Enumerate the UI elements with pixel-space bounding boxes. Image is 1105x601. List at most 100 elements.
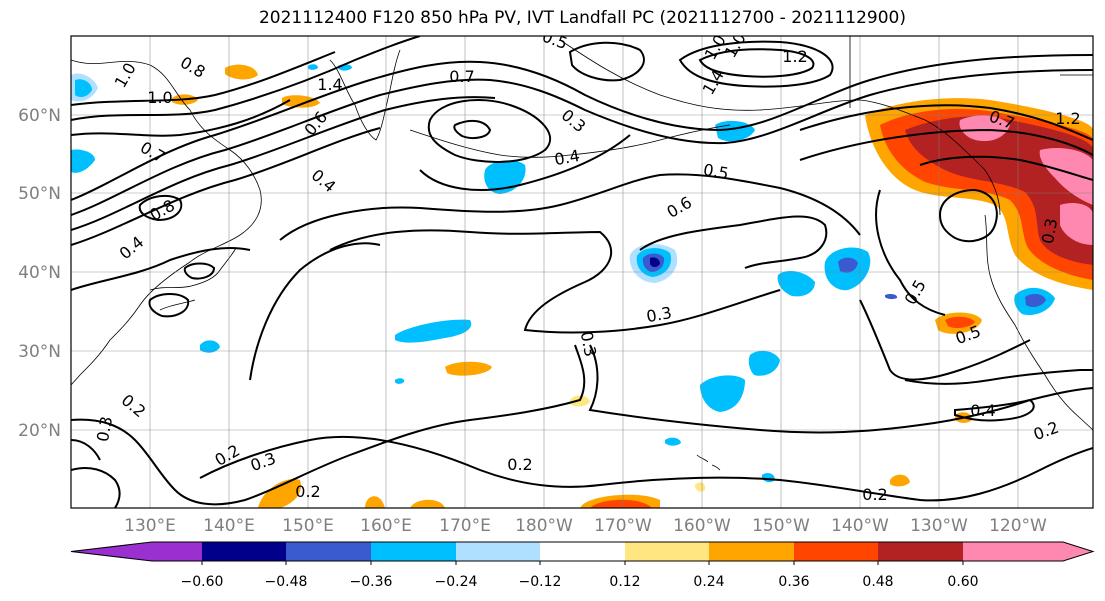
- colorbar-tick-labels: −0.60 −0.48 −0.36 −0.24 −0.12 0.12 0.24 0.36 0.4…: [181, 561, 979, 590]
- shaded-anomaly-layer: [71, 64, 1093, 508]
- negative-anomaly-region: [748, 350, 780, 376]
- asia-coastline: [71, 59, 262, 386]
- colorbar-tick-label: −0.36: [350, 574, 393, 590]
- pv-contour: [799, 104, 1093, 141]
- negative-anomaly-region: [665, 437, 681, 446]
- contour-label-text: 1.4: [317, 75, 342, 94]
- contour-label-text: 1.0: [147, 88, 172, 107]
- contour-label: 0.2: [862, 485, 887, 504]
- pv-contour: [698, 48, 815, 78]
- pv-contour: [71, 439, 101, 461]
- contour-label-text: 0.4: [553, 146, 581, 169]
- pv-contour: [71, 467, 121, 508]
- pv-contour: [71, 51, 336, 106]
- pv-contour: [859, 299, 1031, 381]
- longitude-tick-label: 150°E: [282, 516, 334, 536]
- negative-anomaly-region: [777, 270, 815, 297]
- contour-label: 1.2: [782, 47, 807, 66]
- negative-anomaly-region: [885, 294, 898, 300]
- contour-label: 0.7: [449, 67, 474, 86]
- latitude-tick-label: 40°N: [18, 263, 61, 283]
- contour-label-text: 0.2: [295, 482, 320, 501]
- colorbar-tick-label: 0.12: [609, 574, 640, 590]
- pv-contour: [904, 369, 1093, 385]
- coastline-layer: [71, 36, 1093, 471]
- negative-anomaly-region: [71, 149, 95, 173]
- colorbar-swatch: [625, 542, 709, 561]
- contour-label-text: 0.7: [449, 67, 474, 86]
- colorbar-swatch: [709, 542, 794, 561]
- longitude-tick-label: 160°E: [360, 516, 412, 536]
- latitude-tick-label: 60°N: [18, 106, 61, 126]
- contour-label-text: 0.3: [577, 330, 600, 358]
- contour-label: 0.4: [970, 401, 995, 420]
- pv-contour: [639, 215, 828, 269]
- contour-label-text: 1.2: [1055, 109, 1080, 128]
- latitude-tick-label: 50°N: [18, 184, 61, 204]
- pv-contour: [71, 127, 381, 246]
- positive-anomaly-region: [410, 499, 445, 508]
- contour-label: 0.3: [1038, 217, 1061, 245]
- colorbar-swatch: [878, 542, 963, 561]
- contour-label-text: 0.4: [970, 401, 995, 420]
- colorbar-swatch: [456, 542, 540, 561]
- colorbar-swatch: [963, 542, 1093, 561]
- pv-contour: [249, 242, 381, 381]
- pv-contour-layer: [71, 36, 1093, 508]
- contour-label: 0.3: [577, 330, 600, 358]
- longitude-tick-label: 170°W: [594, 516, 652, 536]
- colorbar: [70, 541, 1095, 562]
- longitude-tick-label: 120°W: [989, 516, 1047, 536]
- positive-anomaly-region: [258, 479, 301, 508]
- contour-label-text: 0.3: [1038, 217, 1061, 245]
- colorbar-tick-label: −0.48: [265, 574, 308, 590]
- pv-contour: [919, 155, 1093, 181]
- longitude-tick-label: 160°W: [673, 516, 731, 536]
- pv-contour: [279, 173, 861, 241]
- pv-contour: [954, 398, 1035, 422]
- negative-anomaly-region: [308, 64, 318, 70]
- contour-label: 0.4: [553, 146, 581, 169]
- contour-label-text: 0.5: [702, 160, 730, 183]
- north-box-outline: [849, 36, 1093, 108]
- longitude-tick-label: 130°W: [910, 516, 968, 536]
- negative-anomaly-region: [395, 319, 472, 343]
- pv-contour: [329, 229, 781, 334]
- pv-contour: [419, 134, 631, 191]
- contour-label-text: 0.3: [93, 415, 116, 443]
- longitude-tick-label: 130°E: [124, 516, 176, 536]
- pv-contour: [148, 293, 190, 318]
- contour-label-text: 0.2: [507, 455, 532, 474]
- kamchatka-coastline: [329, 49, 401, 141]
- negative-anomaly-region: [700, 375, 745, 412]
- colorbar-tick-label: 0.48: [862, 574, 893, 590]
- pv-contour: [71, 344, 586, 506]
- longitude-tick-labels: 130°E 140°E 150°E 160°E 170°E 180°W 170°W 160°W…: [124, 516, 1047, 536]
- hawaii-islands: [696, 454, 721, 471]
- pv-contour: [427, 99, 551, 163]
- colorbar-swatch: [540, 542, 625, 561]
- map-frame: [70, 35, 1094, 509]
- colorbar-swatch: [794, 542, 878, 561]
- contour-label-text: 0.2: [862, 485, 887, 504]
- latitude-tick-label: 20°N: [18, 421, 61, 441]
- pv-contour: [938, 188, 998, 243]
- longitude-tick-label: 150°W: [752, 516, 810, 536]
- colorbar-tick-label: −0.24: [435, 574, 478, 590]
- pv-contour: [71, 99, 291, 137]
- pv-contour: [453, 119, 492, 139]
- colorbar-tick-label: 0.60: [947, 574, 978, 590]
- positive-anomaly-region: [445, 361, 492, 376]
- colorbar-swatch: [286, 542, 371, 561]
- contour-label-text: 1.2: [782, 47, 807, 66]
- positive-anomaly-region: [365, 496, 385, 508]
- aleutian-islands: [409, 124, 731, 158]
- contour-label: 0.3: [645, 303, 673, 326]
- longitude-tick-label: 180°W: [515, 516, 573, 536]
- pv-contour: [71, 36, 421, 121]
- contour-label-text: 0.3: [645, 303, 673, 326]
- pv-contour: [71, 54, 1093, 201]
- map-title: 2021112400 F120 850 hPa PV, IVT Landfall…: [258, 8, 906, 28]
- contour-label: 0.2: [295, 482, 320, 501]
